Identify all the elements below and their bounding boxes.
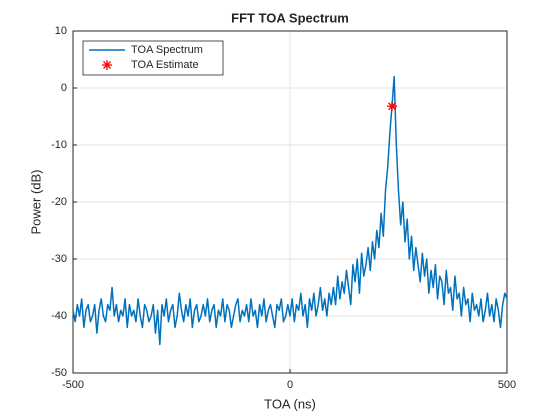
y-tick-label: -10 <box>51 139 67 151</box>
legend-box <box>82 40 224 76</box>
x-tick-label: 500 <box>498 379 516 391</box>
y-tick-label: -50 <box>51 367 67 379</box>
legend-marker <box>102 60 112 70</box>
star-stroke <box>388 102 396 111</box>
estimate-marker <box>386 101 397 112</box>
x-tick-label: 0 <box>287 379 293 391</box>
star-stroke <box>103 61 111 69</box>
x-axis-label: TOA (ns) <box>264 396 316 411</box>
y-tick-label: 0 <box>61 82 67 94</box>
x-tick-label: -500 <box>62 379 84 391</box>
chart-title: FFT TOA Spectrum <box>231 10 349 25</box>
legend-label: TOA Spectrum <box>131 44 203 56</box>
y-tick-label: -30 <box>51 253 67 265</box>
spectrum-line <box>72 75 508 346</box>
y-tick-label: -40 <box>51 310 67 322</box>
legend-label: TOA Estimate <box>131 59 199 71</box>
y-tick-label: 10 <box>55 25 67 37</box>
y-axis-label: Power (dB) <box>28 169 43 234</box>
plot-frame <box>72 30 508 374</box>
y-tick-label: -20 <box>51 196 67 208</box>
